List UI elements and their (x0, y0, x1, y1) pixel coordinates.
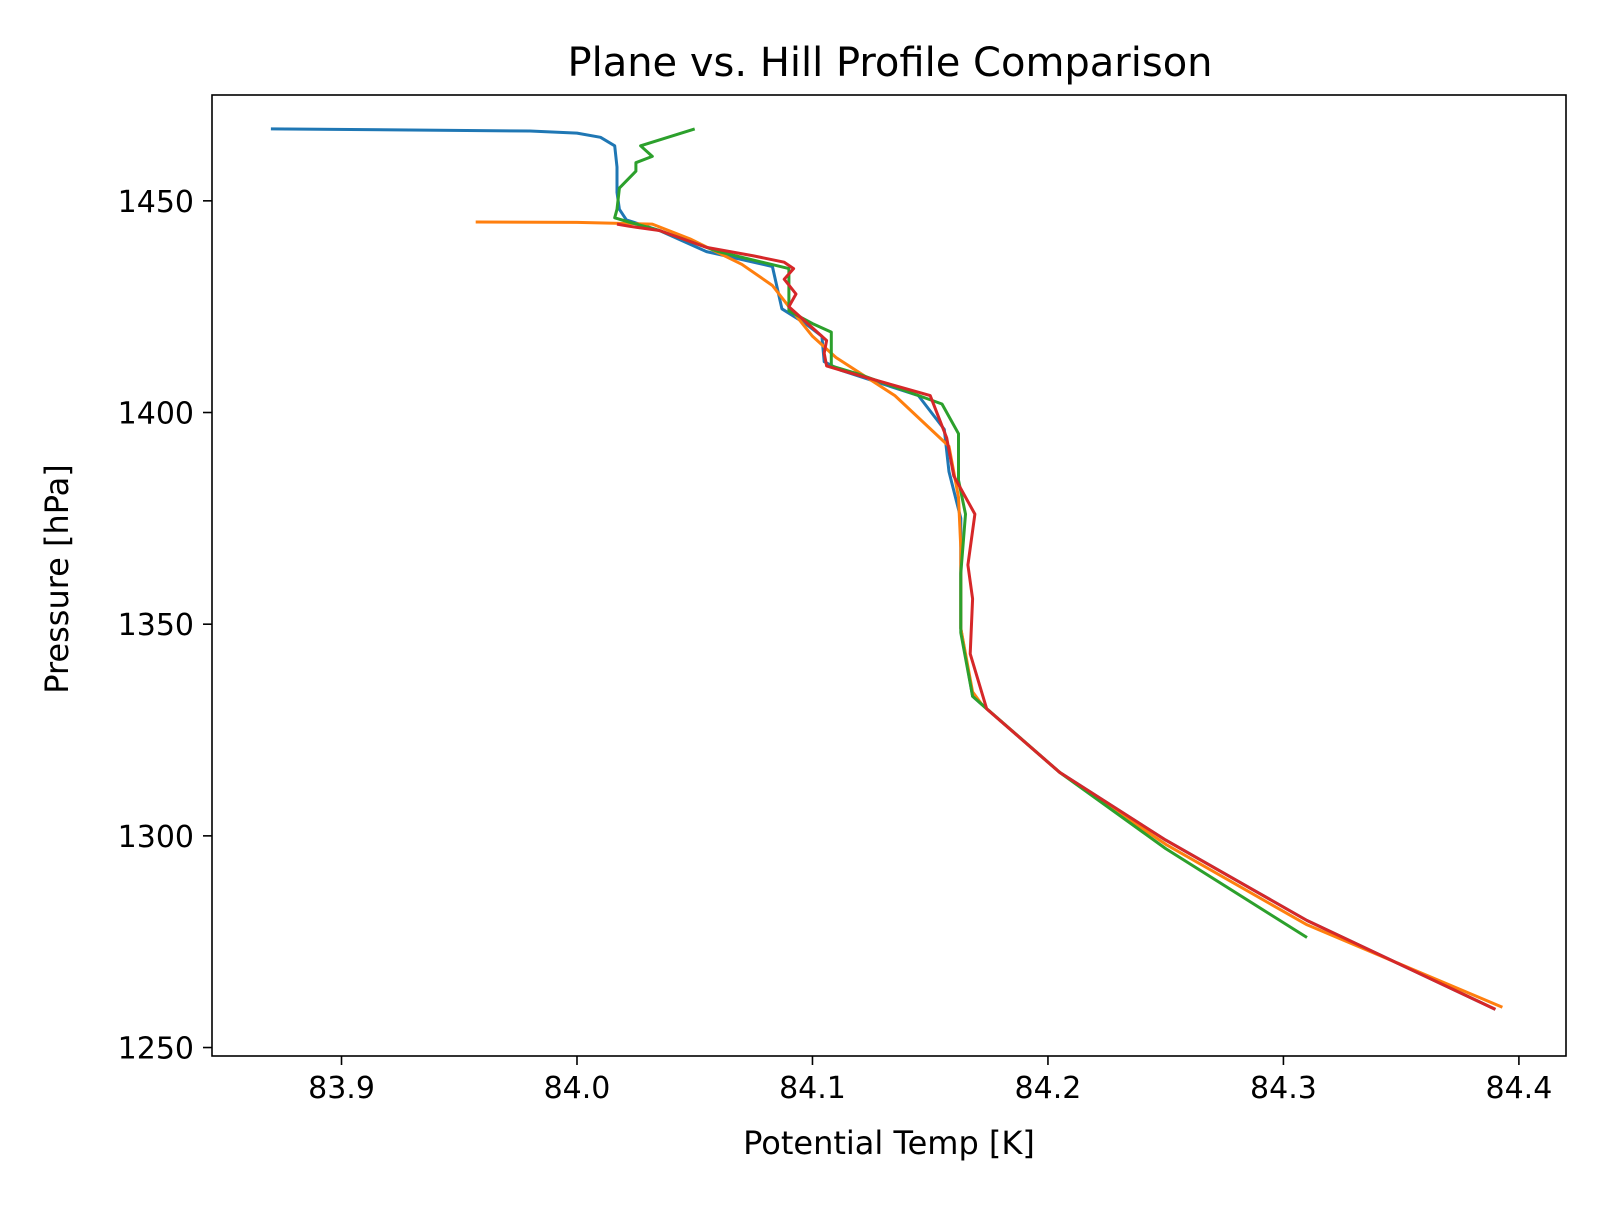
y-tick-label: 1350 (118, 608, 194, 643)
x-tick-label: 84.1 (779, 1071, 846, 1106)
y-axis-ticks: 1250 1300 1350 1400 1450 (118, 185, 212, 1067)
series-line-3 (613, 127, 1308, 939)
series-line-2 (475, 220, 1503, 1009)
series-layer (270, 127, 1503, 1011)
y-tick-label: 1450 (118, 185, 194, 220)
y-tick-label: 1400 (118, 397, 194, 432)
x-tick-label: 84.2 (1015, 1071, 1082, 1106)
y-tick-label: 1300 (118, 820, 194, 855)
x-tick-label: 84.0 (544, 1071, 611, 1106)
x-tick-label: 84.3 (1250, 1071, 1317, 1106)
y-tick-label: 1250 (118, 1032, 194, 1067)
x-axis-ticks: 83.9 84.0 84.1 84.2 84.3 84.4 (308, 1056, 1552, 1106)
plot-area-frame (211, 94, 1567, 1057)
x-tick-label: 83.9 (308, 1071, 375, 1106)
series-line-1 (270, 127, 1497, 1011)
chart-title: Plane vs. Hill Profile Comparison (567, 40, 1212, 86)
series-line-4 (616, 222, 1497, 1011)
y-axis-label: Pressure [hPa] (38, 464, 76, 694)
x-tick-label: 84.4 (1486, 1071, 1553, 1106)
x-axis-label: Potential Temp [K] (743, 1124, 1035, 1162)
